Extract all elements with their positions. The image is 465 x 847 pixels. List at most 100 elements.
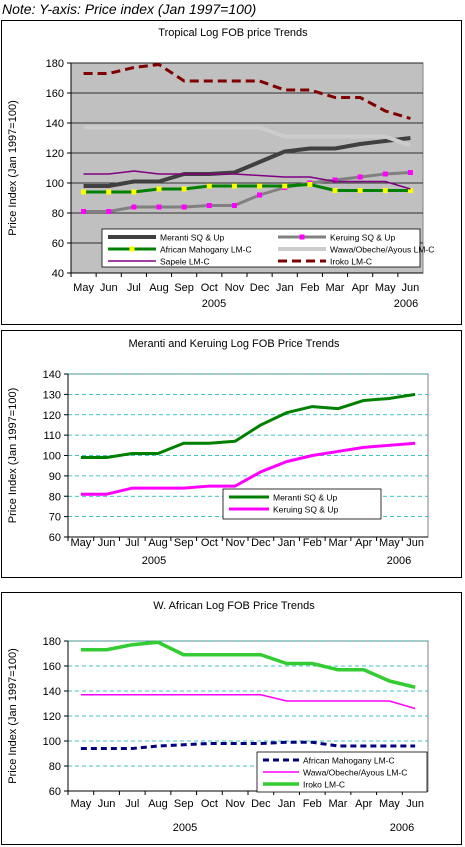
x-tick-label: Jul (125, 798, 139, 810)
series-line-meranti-sq-up (80, 392, 416, 460)
legend-label-keruing-sq-up: Keruing SQ & Up (330, 233, 395, 243)
legend-label-meranti-sq-up: Meranti SQ & Up (273, 493, 338, 503)
y-tick-label: 160 (43, 661, 61, 673)
y-tick-label: 60 (49, 532, 61, 544)
data-point-keruing-sq-up (131, 204, 137, 210)
y-tick-label: 100 (46, 178, 64, 190)
x-tick-label: Sep (174, 537, 194, 549)
data-point-keruing-sq-up (81, 209, 87, 214)
x-tick-label: Jul (125, 537, 139, 549)
x-tick-label: Dec (250, 282, 270, 294)
series-line-meranti-sq-up (83, 136, 411, 188)
x-tick-label: Feb (303, 537, 322, 549)
x-tick-label: May (375, 282, 396, 294)
data-point-african-mahogany-lm-c (131, 189, 137, 195)
x-tick-label: Mar (326, 282, 345, 294)
y-tick-label: 120 (43, 711, 61, 723)
x-tick-label: Mar (329, 798, 348, 810)
legend-label-wawa-obeche-ayous-lm-c: Wawa/Obeche/Ayous LM-C (330, 245, 434, 255)
chart-tropical-log: Tropical Log FOB price Trends 40 60 80 100 12… (7, 27, 434, 310)
chart-panel-meranti-keruing: Meranti and Keruing Log FOB Price Trends… (1, 330, 462, 578)
x-tick-label: Feb (303, 798, 322, 810)
x-tick-label: Oct (201, 798, 218, 810)
page-note: Note: Y-axis: Price index (Jan 1997=100) (2, 1, 257, 17)
series-line-wawa-obeche-ayous-lm-c (80, 694, 416, 710)
x-tick-label: Jan (278, 798, 296, 810)
x-tick-label: Aug (149, 282, 169, 294)
data-point-keruing-sq-up (357, 174, 363, 180)
year-label-2005: 2005 (173, 822, 197, 834)
chart-panel-w-african: W. African Log FOB Price Trends 60 80 100 12… (1, 592, 462, 845)
y-tick-label: 100 (43, 736, 61, 748)
x-tick-label: Nov (225, 537, 245, 549)
year-label-2005: 2005 (202, 298, 226, 310)
x-tick-label: Jun (100, 282, 118, 294)
data-point-african-mahogany-lm-c (156, 186, 162, 192)
x-tick-label: Jul (127, 282, 141, 294)
y-tick-label: 40 (52, 268, 64, 280)
legend-marker-keruing-sq-up (299, 234, 305, 240)
data-point-keruing-sq-up (407, 170, 413, 175)
x-tick-label: Apr (355, 537, 372, 549)
x-tick-label: Feb (300, 282, 319, 294)
year-label-2006: 2006 (390, 822, 414, 834)
series-line-keruing-sq-up (83, 171, 411, 213)
data-point-african-mahogany-lm-c (332, 188, 338, 193)
chart-panel-tropical-log: Tropical Log FOB price Trends 40 60 80 100 12… (1, 20, 462, 325)
chart-title: Tropical Log FOB price Trends (158, 27, 308, 39)
legend-label-meranti-sq-up: Meranti SQ & Up (160, 233, 225, 243)
series-line-iroko-lm-c (80, 640, 416, 689)
y-tick-label: 80 (52, 208, 64, 220)
x-tick-label: Nov (225, 798, 245, 810)
chart-w-african: W. African Log FOB Price Trends 60 80 100 12… (7, 600, 429, 834)
x-tick-label: May (379, 537, 400, 549)
x-tick-label: Aug (148, 798, 168, 810)
data-point-african-mahogany-lm-c (307, 182, 313, 187)
x-tick-label: Jan (278, 537, 296, 549)
y-tick-label: 180 (46, 58, 64, 70)
y-tick-label: 60 (49, 786, 61, 798)
y-axis-label: Price Index (Jan 1997=100) (7, 648, 19, 783)
x-tick-label: Dec (251, 798, 271, 810)
data-point-african-mahogany-lm-c (81, 189, 87, 195)
series-line-sapele-lm-c (83, 170, 411, 190)
y-tick-label: 70 (49, 512, 61, 524)
data-point-african-mahogany-lm-c (357, 188, 363, 193)
data-point-keruing-sq-up (156, 204, 162, 210)
legend-label-sapele-lm-c: Sapele LM-C (160, 257, 210, 267)
y-tick-label: 80 (49, 761, 61, 773)
year-label-2005: 2005 (142, 555, 166, 567)
data-point-african-mahogany-lm-c (282, 183, 288, 189)
x-tick-label: May (70, 798, 91, 810)
y-tick-label: 120 (43, 410, 61, 422)
y-tick-label: 140 (43, 369, 61, 381)
x-tick-label: Sep (174, 282, 194, 294)
data-point-keruing-sq-up (382, 171, 388, 177)
x-tick-label: May (73, 282, 94, 294)
data-point-african-mahogany-lm-c (206, 183, 212, 189)
legend-label-african-mahogany-lm-c: African Mahogany LM-C (303, 756, 395, 766)
x-tick-label: Jun (98, 798, 116, 810)
x-tick-label: Aug (148, 537, 168, 549)
x-tick-label: May (379, 798, 400, 810)
y-tick-label: 100 (43, 451, 61, 463)
series-line-african-mahogany-lm-c (80, 740, 416, 750)
series-line-wawa-obeche-ayous-lm-c (83, 125, 412, 148)
data-point-keruing-sq-up (231, 203, 237, 208)
x-tick-label: Mar (329, 537, 348, 549)
x-tick-label: Jun (406, 798, 424, 810)
y-tick-label: 120 (46, 148, 64, 160)
legend-label-iroko-lm-c: Iroko LM-C (330, 257, 372, 267)
data-point-african-mahogany-lm-c (231, 183, 237, 189)
y-tick-label: 60 (52, 238, 64, 250)
y-tick-label: 130 (43, 389, 61, 401)
x-tick-label: May (70, 537, 91, 549)
y-tick-label: 160 (46, 88, 64, 100)
x-tick-label: Apr (352, 282, 369, 294)
x-tick-label: Sep (174, 798, 194, 810)
x-tick-label: Oct (201, 282, 218, 294)
year-label-2006: 2006 (394, 298, 418, 310)
legend-label-african-mahogany-lm-c: African Mahogany LM-C (160, 245, 252, 255)
y-tick-label: 180 (43, 636, 61, 648)
legend-box (222, 488, 382, 520)
